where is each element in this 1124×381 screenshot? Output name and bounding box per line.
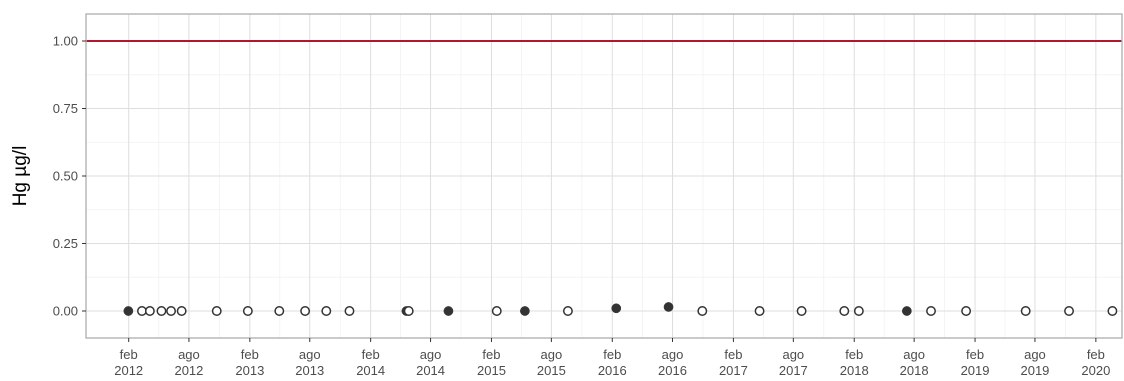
x-tick-label-year: 2016 (598, 363, 627, 378)
x-tick-label-month: feb (603, 347, 621, 362)
data-point-filled (520, 306, 530, 316)
x-tick-label-month: ago (420, 347, 442, 362)
x-tick-label-month: ago (299, 347, 321, 362)
x-tick-label-year: 2018 (840, 363, 869, 378)
y-tick-label: 0.75 (53, 101, 78, 116)
data-point-open (156, 306, 167, 316)
x-tick-label: feb 2016 (598, 347, 627, 378)
data-point-open (344, 306, 355, 316)
y-axis-title: Hg µg/l (10, 146, 31, 207)
y-tick-label: 0.50 (53, 169, 78, 184)
y-tick-label: 1.00 (53, 34, 78, 49)
x-tick-label-year: 2012 (174, 363, 203, 378)
data-point-open (274, 306, 285, 316)
data-point-open (1064, 306, 1074, 316)
x-tick-label-year: 2012 (114, 363, 143, 378)
x-tick-label-year: 2015 (477, 363, 506, 378)
x-tick-label-month: feb (1087, 347, 1105, 362)
x-tick-label-month: ago (903, 347, 925, 362)
x-tick-label-month: feb (120, 347, 138, 362)
x-tick-label-year: 2019 (1020, 363, 1049, 378)
data-point-open (166, 306, 177, 316)
data-point-open (1107, 306, 1118, 316)
data-point-open (176, 306, 187, 316)
data-point-open (839, 306, 850, 316)
data-point-open (754, 306, 765, 316)
x-tick-label-year: 2016 (658, 363, 687, 378)
x-tick-label: ago 2019 (1020, 347, 1049, 378)
x-tick-label-month: ago (178, 347, 200, 362)
x-tick-label-month: feb (241, 347, 259, 362)
x-tick-label: feb 2012 (114, 347, 143, 378)
data-point-open (300, 306, 311, 316)
data-point-open (796, 306, 807, 316)
data-point-open (321, 306, 332, 316)
data-point-open (562, 306, 573, 316)
x-tick-label: feb 2019 (961, 347, 990, 378)
data-point-open (491, 306, 502, 316)
x-tick-label-year: 2018 (900, 363, 929, 378)
data-point-open (853, 306, 864, 316)
x-tick-label-month: feb (724, 347, 742, 362)
data-point-open (136, 306, 147, 316)
x-tick-label: ago 2012 (174, 347, 203, 378)
data-point-filled (663, 302, 674, 312)
data-point-filled (611, 303, 622, 314)
y-tick-label: 0.00 (53, 304, 78, 319)
data-points (123, 302, 1118, 316)
x-tick-label: feb 2014 (356, 347, 385, 378)
x-tick-label-year: 2017 (719, 363, 748, 378)
data-point-open (961, 306, 972, 316)
x-tick-label-year: 2015 (537, 363, 566, 378)
data-point-open (242, 306, 253, 316)
x-tick-label: feb 2017 (719, 347, 748, 378)
x-tick-label-month: feb (482, 347, 500, 362)
x-tick-label: feb 2013 (235, 347, 264, 378)
x-tick-label: ago 2016 (658, 347, 687, 378)
x-tick-label: ago 2015 (537, 347, 566, 378)
x-tick-label-month: feb (845, 347, 863, 362)
x-tick-label-month: ago (541, 347, 563, 362)
x-tick-label-month: feb (966, 347, 984, 362)
grid-lines (86, 14, 1122, 338)
x-tick-label-month: ago (662, 347, 684, 362)
data-point-open (697, 306, 708, 316)
x-tick-label-year: 2020 (1081, 363, 1110, 378)
x-tick-label: feb 2015 (477, 347, 506, 378)
data-point-open (403, 306, 414, 316)
x-tick-label-year: 2017 (779, 363, 808, 378)
x-tick-label: ago 2018 (900, 347, 929, 378)
data-point-filled (123, 306, 134, 316)
x-tick-label: feb 2020 (1081, 347, 1110, 378)
data-point-open (926, 306, 936, 316)
x-tick-label-year: 2013 (295, 363, 324, 378)
x-tick-label-month: ago (782, 347, 804, 362)
x-tick-label: ago 2013 (295, 347, 324, 378)
x-tick-label-month: feb (362, 347, 380, 362)
data-point-open (1020, 306, 1031, 316)
data-point-open (144, 306, 155, 316)
x-tick-label-year: 2014 (416, 363, 445, 378)
x-tick-label-year: 2019 (961, 363, 990, 378)
y-tick-label: 0.25 (53, 236, 78, 251)
x-tick-label-month: ago (1024, 347, 1046, 362)
x-tick-label: ago 2017 (779, 347, 808, 378)
data-point-open (211, 306, 222, 316)
x-tick-label: feb 2018 (840, 347, 869, 378)
x-tick-label: ago 2014 (416, 347, 445, 378)
data-point-filled (443, 306, 454, 316)
x-tick-label-year: 2014 (356, 363, 385, 378)
y-axis: 0.00 0.25 0.50 0.75 1.00 (53, 34, 86, 319)
x-tick-label-year: 2013 (235, 363, 264, 378)
data-point-filled (902, 306, 912, 316)
